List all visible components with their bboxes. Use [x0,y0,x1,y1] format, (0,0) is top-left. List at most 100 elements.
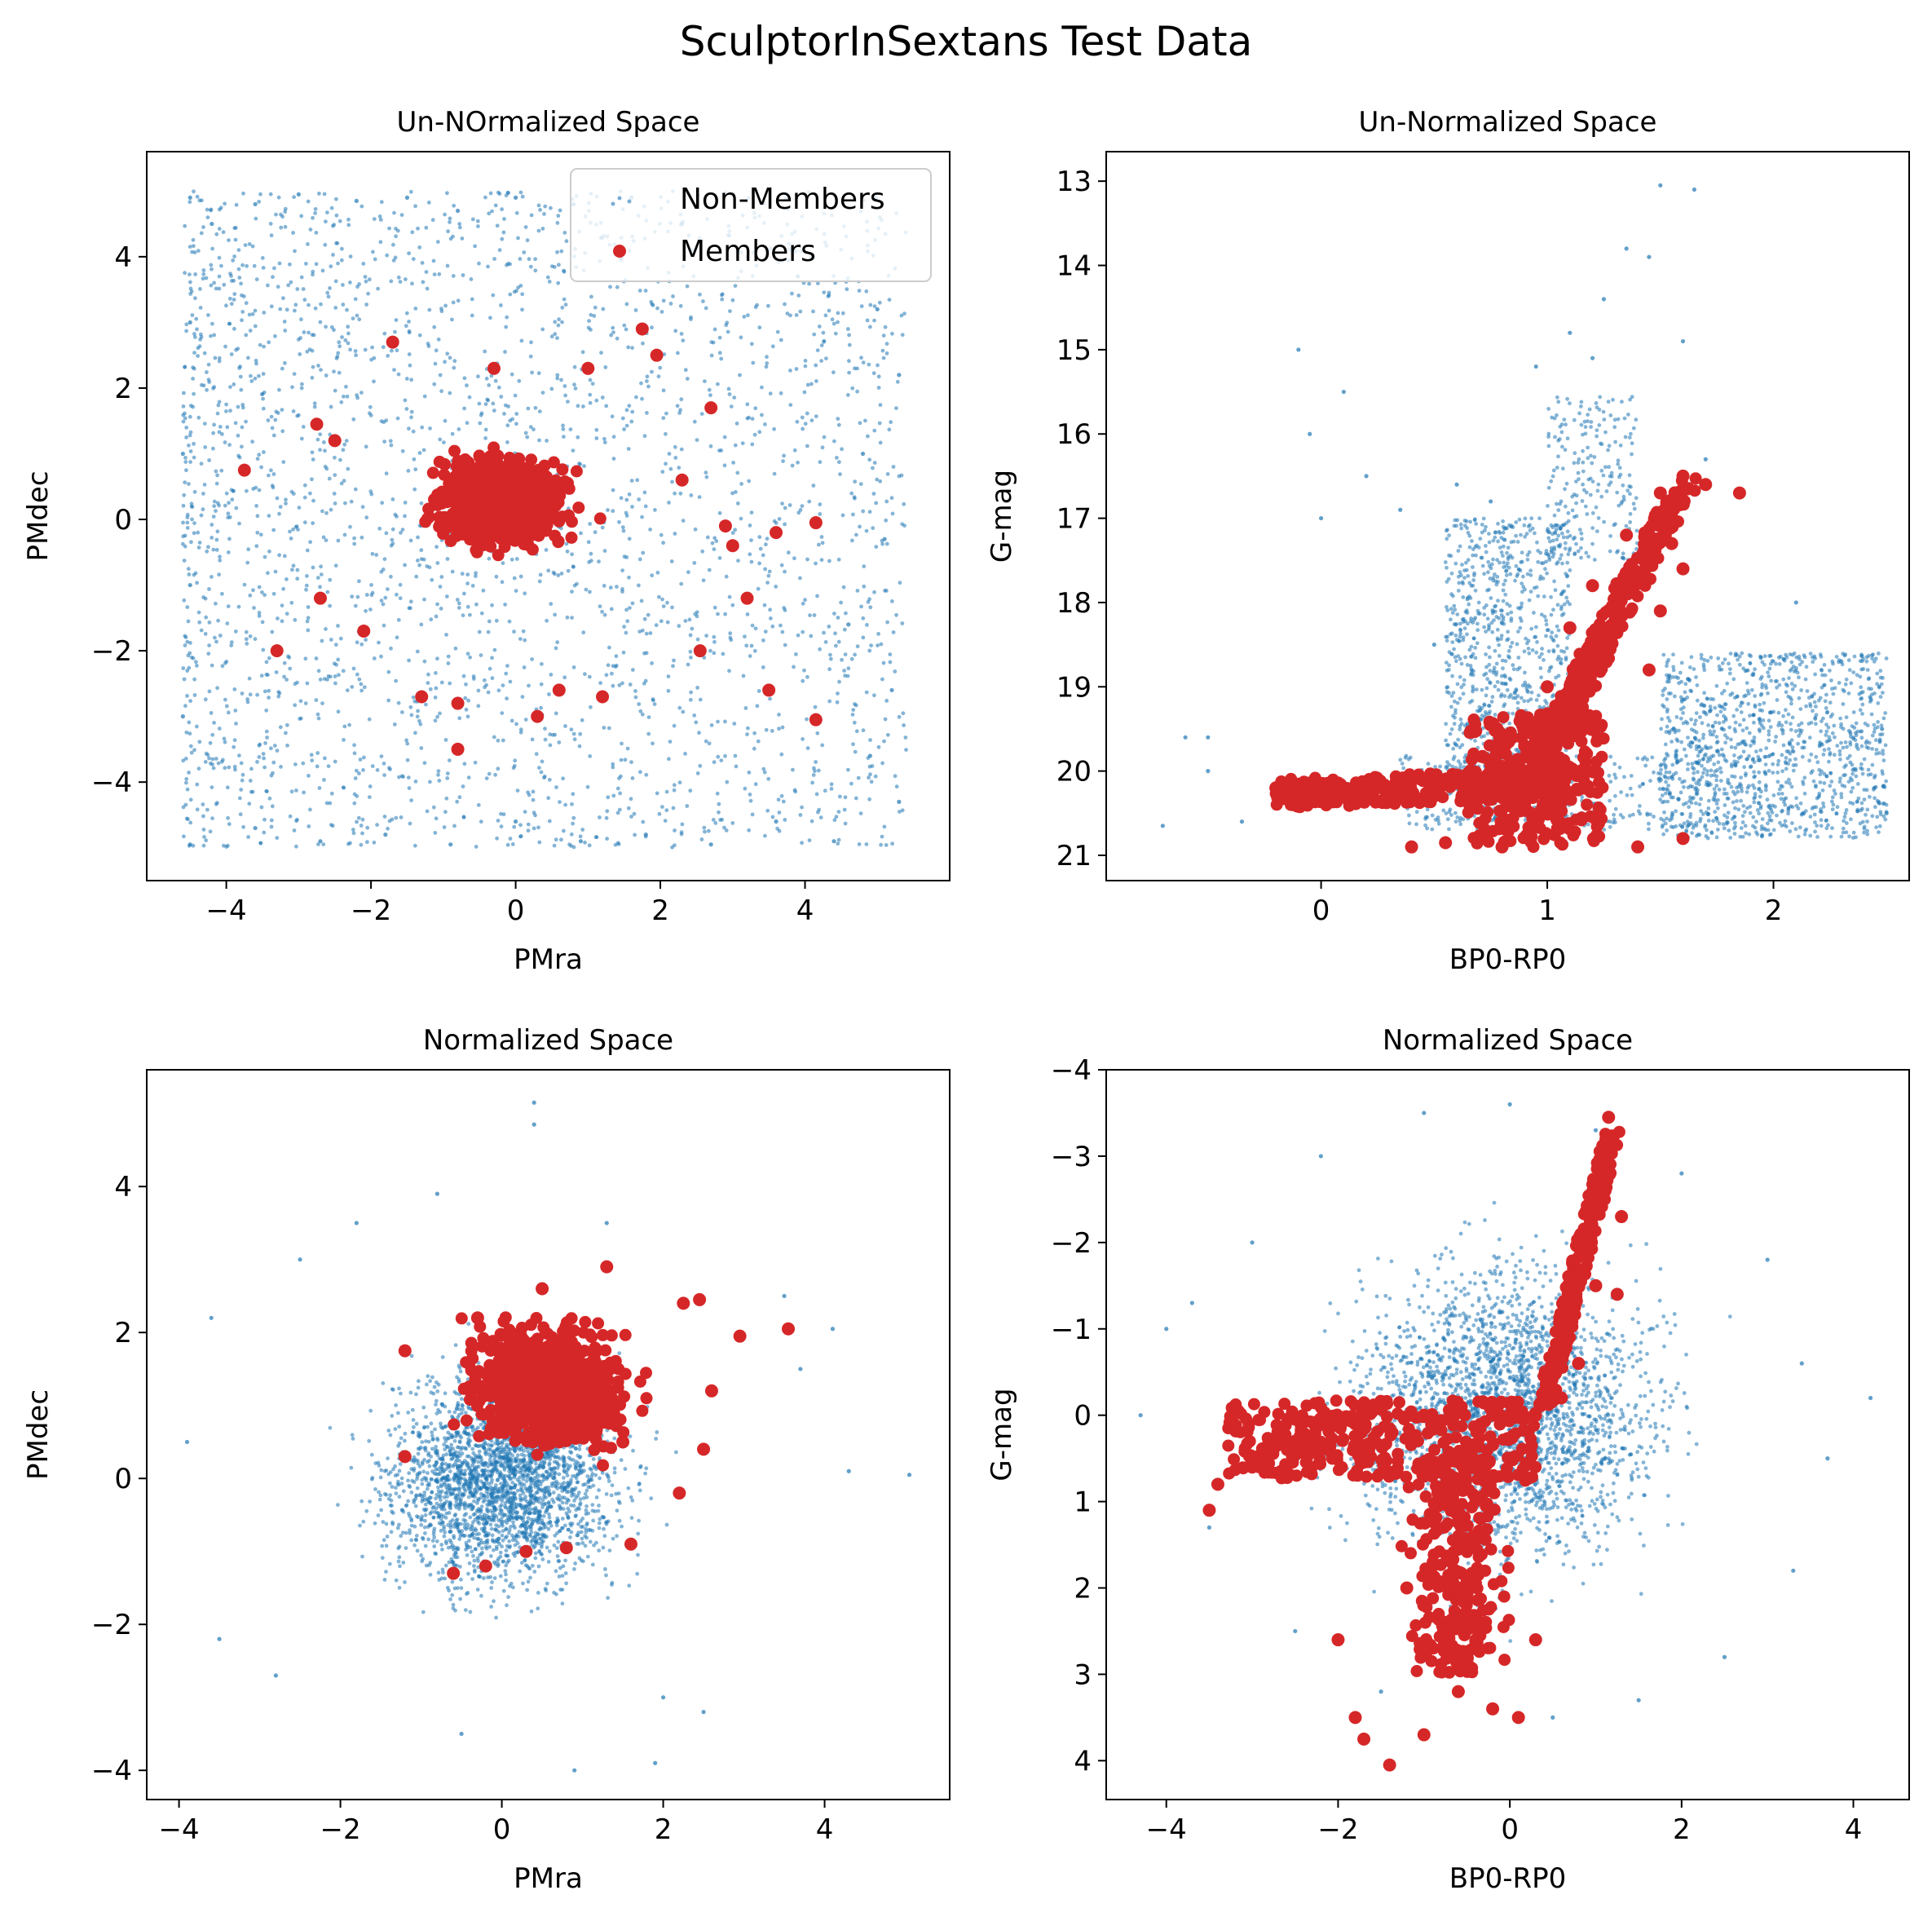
non-member-point [653,1760,658,1765]
y-tick-label: 15 [1056,334,1092,367]
member-point [495,1406,509,1420]
x-tick-label: 0 [507,894,525,927]
member-point [1541,680,1555,694]
member-point [600,1260,614,1274]
non-member-point [296,192,301,197]
y-tick-label: 19 [1056,671,1092,704]
non-member-point [1189,1301,1194,1305]
non-members-cloud [181,189,908,850]
member-point [1598,1192,1612,1206]
x-tick-label: 4 [796,894,814,927]
y-tick-label: 20 [1056,756,1092,788]
y-tick-label: 2 [1074,1573,1092,1605]
axes-frame [146,1069,951,1800]
member-point [1486,1408,1500,1422]
non-member-point [1692,187,1697,192]
non-member-point [798,1367,803,1371]
legend-marker-non-members [617,196,622,201]
non-member-point [1164,1327,1169,1332]
non-member-point [660,1695,666,1700]
axes-frame [1105,1069,1910,1800]
x-tick-label: 2 [1673,1813,1691,1846]
panel-title: Un-Normalized Space [1359,106,1657,139]
legend: Non-Members Members [570,168,932,282]
member-point [675,473,689,487]
non-member-point [434,1191,439,1196]
member-point [697,1442,711,1456]
non-member-point [831,839,836,844]
legend-label-non-members: Non-Members [680,183,885,216]
non-member-point [273,1673,278,1678]
x-tick-label: −2 [320,1813,361,1846]
member-point [1486,1702,1500,1716]
members-cloud [419,441,607,562]
member-point [357,624,371,638]
member-point [1417,1408,1431,1422]
member-point [1331,1633,1345,1647]
non-member-point [1825,1456,1830,1461]
member-point [1653,486,1667,500]
member-point [479,1559,492,1573]
y-tick-label: 16 [1056,418,1092,451]
non-member-point [1791,1568,1796,1573]
member-point [1528,1633,1542,1647]
panel-title: Normalized Space [1383,1024,1633,1057]
member-point [536,1376,549,1390]
member-point [704,1384,718,1398]
non-member-point [875,307,880,311]
non-member-point [860,451,866,457]
y-tick-label: 4 [114,241,132,274]
legend-label-members: Members [680,235,816,268]
x-tick-label: 2 [651,894,669,927]
member-point [451,742,465,756]
non-member-point [1722,1654,1727,1659]
x-tick-label: 4 [816,1813,834,1846]
y-tick-label: −4 [91,766,132,799]
non-member-point [1880,727,1885,731]
non-member-point [455,208,461,214]
member-point [1357,1732,1371,1746]
member-point [1615,1210,1629,1224]
member-point [1348,1417,1362,1431]
x-tick-label: 2 [1765,894,1783,927]
non-member-point [906,1473,912,1477]
member-point [718,519,732,533]
non-member-point [513,819,518,824]
x-tick-label: 4 [1845,1813,1863,1846]
member-point [726,539,739,553]
member-point [1451,1685,1465,1698]
member-point [733,1329,747,1343]
non-member-point [1341,389,1346,395]
non-member-point [187,582,192,588]
non-member-point [180,451,185,457]
non-members-cloud [1398,395,1889,841]
non-member-point [1680,338,1686,344]
x-tick-label: −2 [1317,1813,1358,1846]
non-member-point [882,537,887,541]
member-point [1511,1711,1525,1725]
member-point [386,335,399,349]
non-member-point [643,833,648,837]
axes-frame [1105,151,1910,881]
member-point [1602,1111,1616,1124]
panel-title: Normalized Space [423,1024,673,1057]
x-axis-label: PMra [514,943,583,976]
member-point [559,1541,573,1555]
non-member-point [187,842,192,847]
x-tick-label: −2 [351,894,391,927]
member-point [470,1311,484,1325]
members-cloud [1269,472,1702,854]
y-tick-label: 14 [1056,250,1092,283]
non-member-point [1364,474,1369,479]
y-axis-label: G-mag [986,1388,1018,1481]
non-member-point [1799,1361,1804,1366]
member-point [1676,562,1690,576]
panel-bottom-left: −4 −2 0 2 4 −4 −2 0 2 4 Normalized Space PMra PMdec [22,1024,951,1895]
y-axis-label: PMdec [22,470,55,561]
non-member-point [1839,659,1844,664]
member-point [447,1566,461,1580]
member-point [531,709,545,723]
member-point [1518,739,1532,753]
